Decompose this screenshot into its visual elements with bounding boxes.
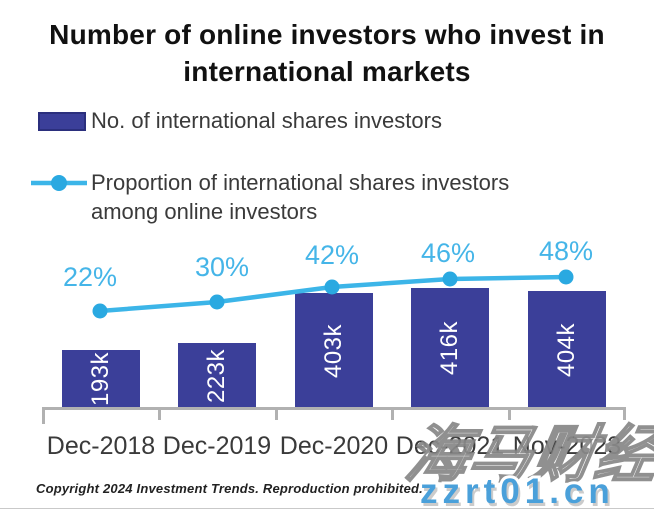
chart-title: Number of online investors who invest in… — [27, 16, 627, 90]
legend-line-label-line1: Proportion of international shares inves… — [91, 170, 510, 195]
bar-value-label: 403k — [319, 323, 347, 378]
x-axis-tick — [508, 407, 511, 420]
bar-value-label: 193k — [86, 351, 114, 407]
legend-line-label-line2: among online investors — [91, 199, 318, 224]
bar-nov-2023: 404k — [528, 291, 606, 408]
line-marker-nov-2023 — [558, 269, 574, 285]
watermark-url-text: zzrt01.cn — [417, 469, 615, 512]
bar-dec-2021: 416k — [411, 288, 489, 408]
legend-line-swatch-icon — [31, 175, 87, 191]
copyright-text: Copyright 2024 Investment Trends. Reprod… — [36, 481, 423, 496]
x-axis-line — [42, 407, 626, 410]
x-axis-tick — [42, 407, 45, 424]
bar-dec-2018: 193k — [62, 350, 140, 408]
bottom-border-line — [0, 508, 654, 509]
x-axis-tick — [623, 407, 626, 420]
chart-title-line2: international markets — [183, 56, 471, 87]
x-axis-tick — [391, 407, 394, 420]
x-axis-tick — [275, 407, 278, 420]
bar-value-label: 416k — [435, 320, 463, 376]
pct-label-dec-2018: 22% — [62, 262, 118, 292]
x-label-dec-2020: Dec-2020 — [279, 432, 389, 460]
pct-label-dec-2019: 30% — [194, 252, 250, 282]
x-label-dec-2019: Dec-2019 — [162, 432, 272, 460]
x-label-dec-2021: Dec-2021 — [395, 432, 505, 460]
legend-bar-label: No. of international shares investors — [91, 108, 442, 133]
pct-label-nov-2023: 48% — [538, 236, 594, 266]
bar-value-label: 223k — [202, 348, 230, 403]
legend-bar-swatch — [38, 112, 86, 131]
line-marker-dec-2019 — [209, 294, 225, 310]
x-label-nov-2023: Nov-2023 — [512, 432, 622, 460]
bar-value-label: 404k — [552, 322, 580, 377]
line-marker-dec-2018 — [92, 303, 108, 319]
bar-dec-2019: 223k — [178, 343, 256, 408]
x-label-dec-2018: Dec-2018 — [46, 432, 156, 460]
chart-title-line1: Number of online investors who invest in — [49, 19, 605, 50]
x-axis-tick — [158, 407, 161, 420]
line-marker-dec-2021 — [442, 271, 458, 287]
pct-label-dec-2020: 42% — [304, 240, 360, 270]
pct-label-dec-2021: 46% — [420, 238, 476, 268]
bar-dec-2020: 403k — [295, 293, 373, 408]
